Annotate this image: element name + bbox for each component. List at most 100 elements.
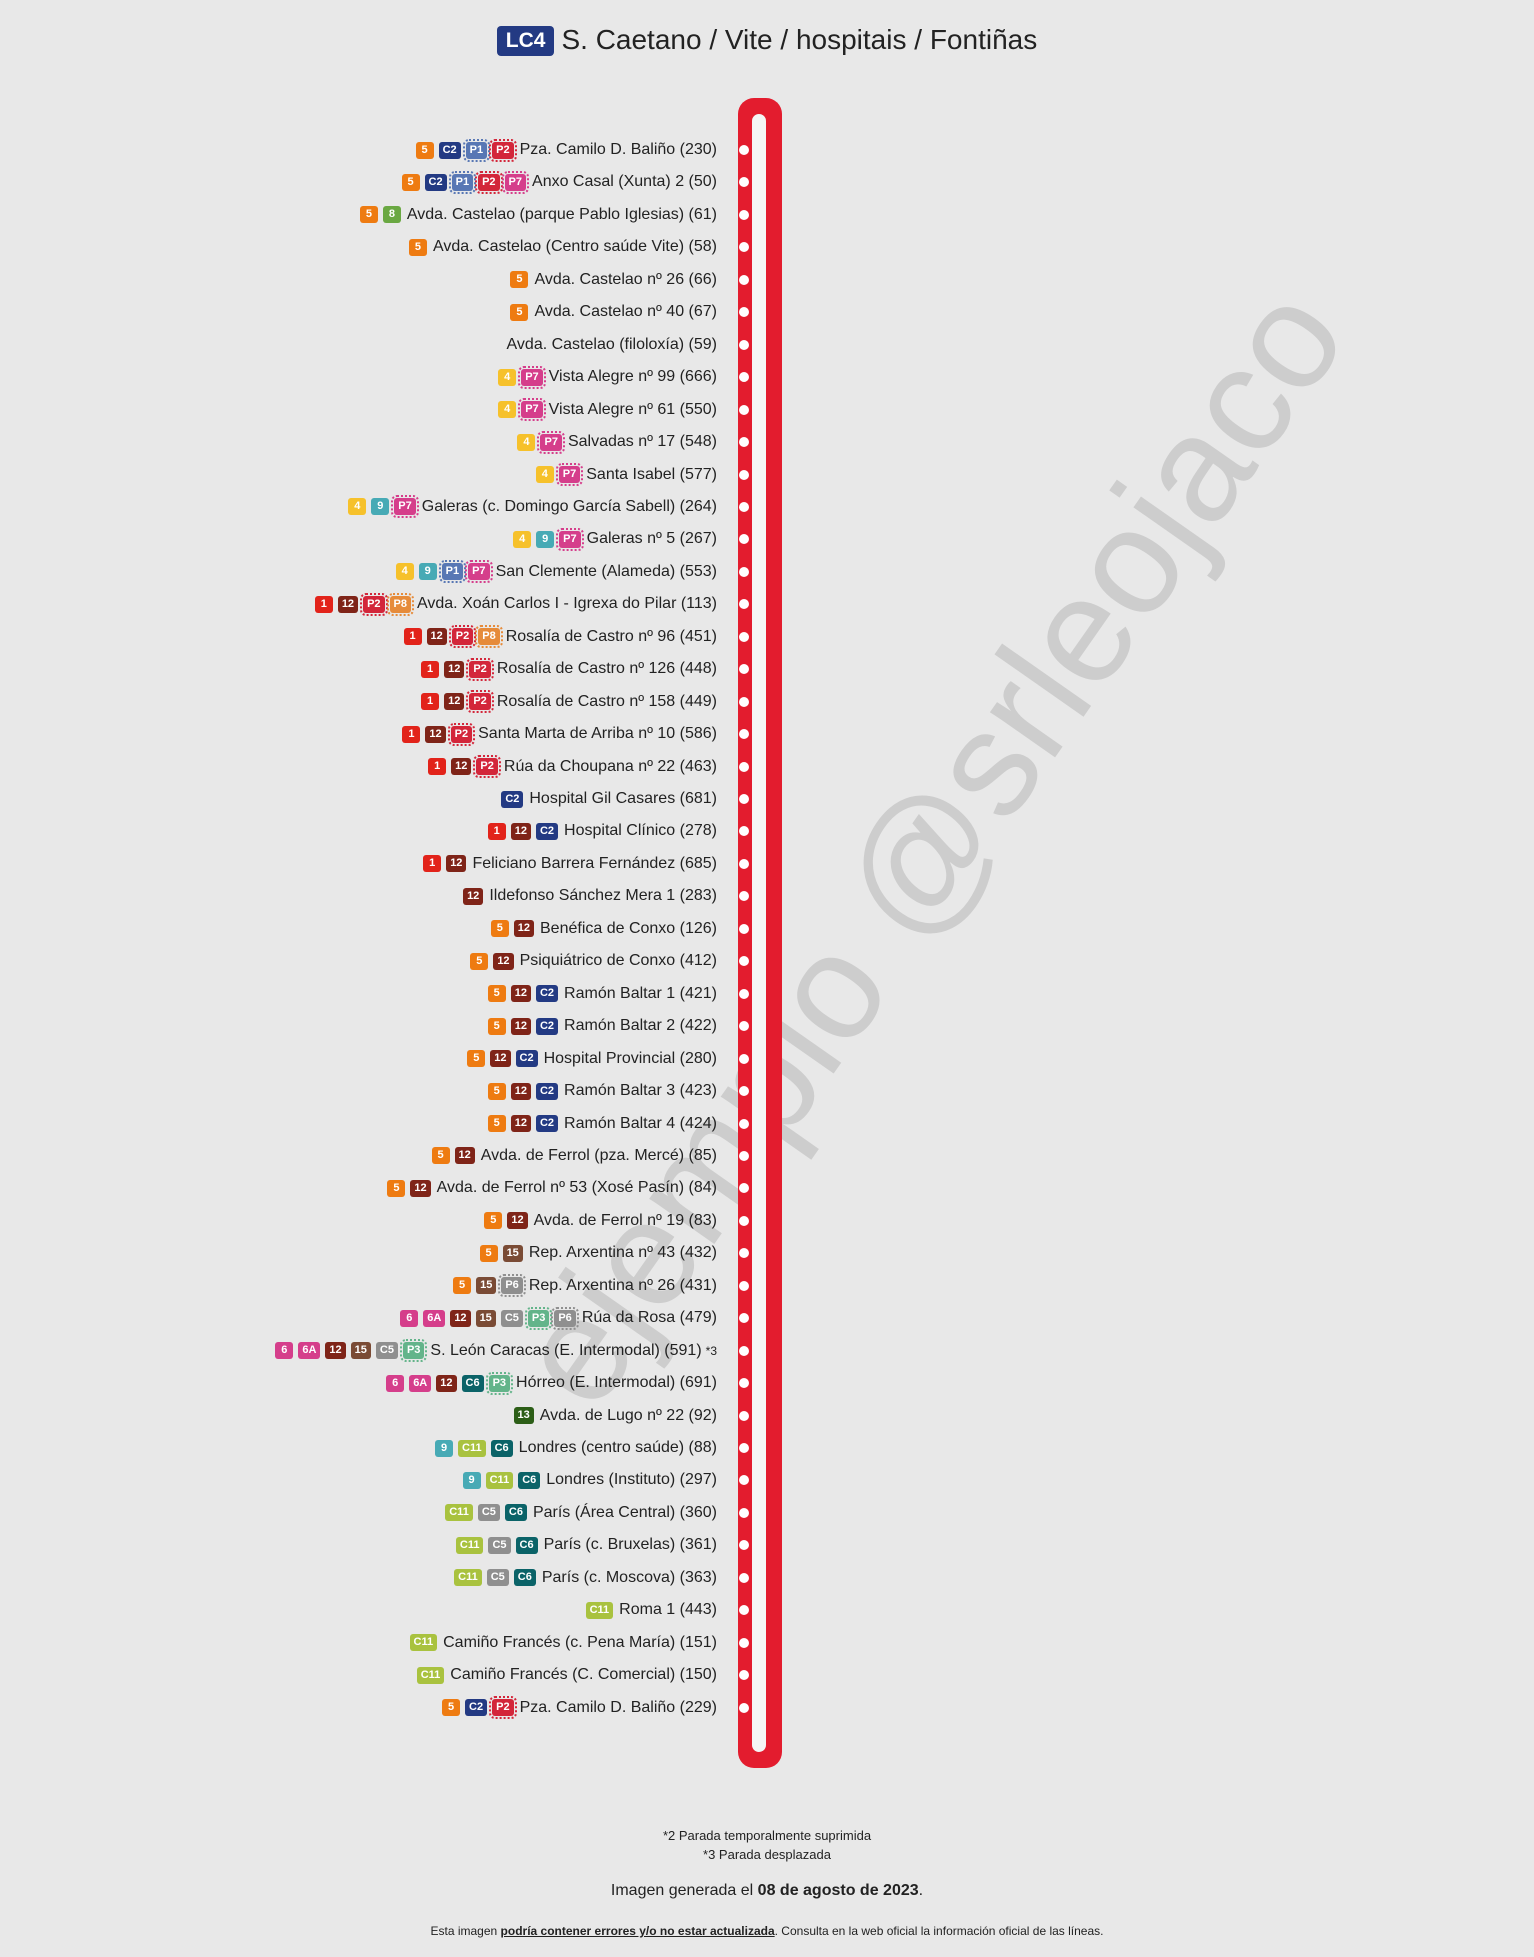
line-badge: 4 [513,530,532,548]
stop-row: 5 12 Avda. de Ferrol nº 19 (83) [484,1208,717,1234]
line-badge: 1 [423,855,442,873]
stop-dot [739,1313,749,1324]
footnote-1: *2 Parada temporalmente suprimida [662,1828,872,1843]
line-badges: C11 C5 C6 [445,1504,527,1522]
stop-row: 12 Ildefonso Sánchez Mera 1 (283) [463,883,717,909]
footnote-2: *3 Parada desplazada [703,1847,831,1862]
stop-dot [739,1572,749,1583]
line-badge: P7 [465,560,493,584]
stop-row: 1 12 P2 Rosalía de Castro nº 126 (448) [421,656,717,682]
stop-dot [739,1118,749,1129]
stop-name: Avda. de Ferrol (pza. Mercé) (85) [480,1146,717,1164]
line-badge: 15 [475,1309,496,1327]
stop-row: Avda. Castelao (filoloxía) (59) [501,332,717,358]
stop-row: 6 6A 12 15 C5 P3 S. León Caracas (E. Intermoda… [275,1338,717,1364]
line-badge: 12 [507,1212,528,1230]
stop-name: Avda. Xoán Carlos I - Igrexa do Pilar (1… [417,595,717,613]
stop-dot [739,794,749,804]
line-badge: C2 [515,1050,538,1068]
stop-row: 1 12 Feliciano Barrera Fernández (685) [423,851,717,877]
line-badge: 9 [435,1439,454,1457]
line-badges: C11 C5 C6 [455,1536,538,1554]
line-badge: 12 [426,628,447,646]
route-name: S. Caetano / Vite / hospitais / Fontiñas [561,24,1038,55]
stop-row: 5 12 C2 Ramón Baltar 3 (423) [487,1078,717,1104]
stop-dot [739,826,749,837]
line-badge: C6 [518,1471,541,1489]
line-badge: C6 [515,1536,538,1554]
line-badge: C11 [485,1471,514,1489]
line-badge: 12 [425,725,446,743]
line-badges: 5 12 C2 [487,985,559,1003]
stop-name: Ramón Baltar 4 (424) [564,1114,717,1132]
line-badges: 5 12 [387,1179,431,1197]
line-badges: 1 12 P2 [428,755,501,779]
stop-name: Hospital Provincial (280) [543,1049,717,1067]
stop-row: 5 8 Avda. Castelao (parque Pablo Iglesias)… [359,202,717,228]
stop-name: Rep. Arxentina nº 26 (431) [528,1276,717,1294]
stop-dot [739,1410,749,1421]
stop-row: 5 12 Psiquiátrico de Conxo (412) [470,948,717,974]
line-badges: 5 C2 P1 P2 [415,138,517,162]
stop-name: Salvadas nº 17 (548) [567,433,717,451]
line-badges: 5 12 [470,952,514,970]
line-badge: 12 [436,1374,457,1392]
line-badge: 12 [510,1115,531,1132]
line-badge: C11 [445,1504,473,1522]
stop-row: 4 9 P7 Galeras (c. Domingo García Sabell) (… [348,494,717,520]
line-badges: 5 12 [490,920,534,938]
line-badge: P8 [386,592,415,616]
line-badges: C2 [501,790,524,808]
line-badge: C2 [501,790,524,808]
stop-name: París (Área Central) (360) [532,1503,717,1521]
line-badge: C5 [500,1309,523,1327]
line-badges: 5 12 C2 [487,1082,559,1100]
generated-suffix: . [918,1882,924,1899]
stop-dot [739,599,749,610]
line-badge: P7 [518,365,546,389]
stop-name: Avda. Castelao (parque Pablo Iglesias) (… [406,205,717,223]
stop-name: Rúa da Rosa (479) [581,1309,717,1327]
line-badge: C5 [486,1569,509,1587]
stop-dot [739,631,749,642]
stop-name: Londres (centro saúde) (88) [518,1439,717,1456]
stop-row: 5 12 Avda. de Ferrol nº 53 (Xosé Pasín) (8… [387,1175,717,1201]
stop-row: 6 6A 12 C6 P3 Hórreo (E. Intermodal) (691) [386,1370,717,1396]
line-badges: 4 P7 [498,365,546,389]
line-badge: 4 [535,466,554,483]
line-badges: 4 P7 [498,398,546,422]
line-badge: 4 [517,433,536,451]
stop-name: Hórreo (E. Intermodal) (691) [516,1374,717,1392]
stop-dot [739,1280,749,1291]
line-badge: P2 [489,1696,517,1720]
line-badge: 15 [476,1277,497,1295]
line-badges: 1 12 P2 [421,657,494,681]
stop-row: C11 C5 C6 París (c. Bruxelas) (361) [455,1532,717,1558]
line-badge: 12 [490,1050,511,1068]
line-badge: 5 [487,1017,506,1035]
stop-row: 1 12 C2 Hospital Clínico (278) [487,818,717,844]
line-badge: P3 [399,1339,428,1363]
stop-name: Rúa da Choupana nº 22 (463) [503,757,717,775]
stop-row: 6 6A 12 15 C5 P3 P6 Rúa da Rosa (479) [400,1305,717,1331]
generated-prefix: Imagen generada el [610,1882,758,1899]
line-badge: P7 [501,170,530,194]
line-badge: C5 [375,1342,398,1360]
stop-dot [739,956,749,967]
line-badge: C6 [513,1569,536,1587]
line-badges: 4 P7 [535,463,584,486]
line-badges: 9 C11 C6 [435,1439,513,1457]
stop-row: C11 C5 C6 París (Área Central) (360) [445,1500,717,1526]
line-badge: P2 [489,138,517,162]
line-badge: P6 [551,1306,579,1330]
stop-name: Vista Alegre nº 61 (550) [548,400,717,418]
line-badge: C6 [504,1504,527,1522]
line-badge: 1 [487,822,506,840]
stop-name: Rosalía de Castro nº 158 (449) [496,692,717,710]
line-badge: P7 [555,463,584,486]
line-badge: 5 [479,1244,498,1262]
stop-row: 4 P7 Salvadas nº 17 (548) [517,429,717,455]
stop-dot [739,1150,749,1161]
line-badge: 12 [463,887,484,905]
stop-name: Santa Isabel (577) [586,465,717,483]
